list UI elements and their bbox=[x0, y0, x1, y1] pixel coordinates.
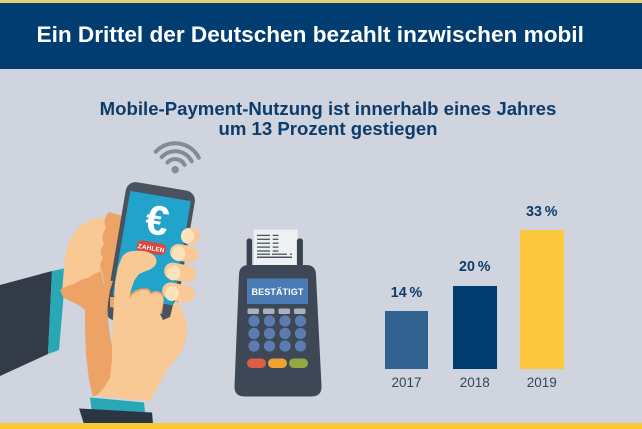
svg-text:ZAHLEN: ZAHLEN bbox=[137, 243, 165, 254]
svg-text:BESTÄTIGT: BESTÄTIGT bbox=[252, 287, 304, 297]
